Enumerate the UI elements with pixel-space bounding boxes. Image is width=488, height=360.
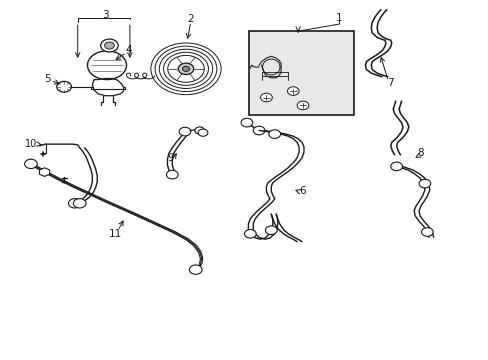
- Circle shape: [253, 126, 264, 135]
- Circle shape: [260, 93, 272, 102]
- Text: 9: 9: [167, 153, 173, 163]
- Bar: [249, 31, 353, 116]
- Text: 4: 4: [125, 45, 131, 55]
- Circle shape: [87, 51, 126, 80]
- Circle shape: [182, 66, 189, 71]
- Circle shape: [104, 42, 114, 49]
- Circle shape: [268, 130, 280, 138]
- Circle shape: [166, 170, 178, 179]
- Circle shape: [287, 87, 299, 95]
- Text: 5: 5: [43, 74, 50, 84]
- Circle shape: [73, 199, 86, 208]
- Circle shape: [68, 199, 81, 208]
- Circle shape: [421, 228, 432, 236]
- Circle shape: [265, 226, 277, 234]
- Text: 2: 2: [187, 14, 194, 24]
- Circle shape: [198, 129, 207, 136]
- Circle shape: [244, 229, 256, 238]
- Circle shape: [194, 127, 204, 134]
- Circle shape: [189, 265, 202, 274]
- Text: 11: 11: [108, 229, 122, 239]
- Circle shape: [418, 179, 430, 188]
- Text: 6: 6: [299, 186, 305, 197]
- Text: 3: 3: [102, 10, 109, 20]
- Circle shape: [241, 118, 252, 127]
- Circle shape: [57, 81, 71, 92]
- Circle shape: [178, 63, 193, 75]
- Text: 8: 8: [417, 148, 424, 158]
- Text: 7: 7: [386, 78, 393, 88]
- Circle shape: [390, 162, 402, 171]
- Circle shape: [297, 101, 308, 110]
- Circle shape: [101, 39, 118, 52]
- Circle shape: [24, 159, 37, 168]
- Polygon shape: [40, 168, 50, 176]
- Circle shape: [179, 127, 190, 136]
- Text: 10: 10: [25, 139, 37, 149]
- Text: 1: 1: [336, 13, 342, 23]
